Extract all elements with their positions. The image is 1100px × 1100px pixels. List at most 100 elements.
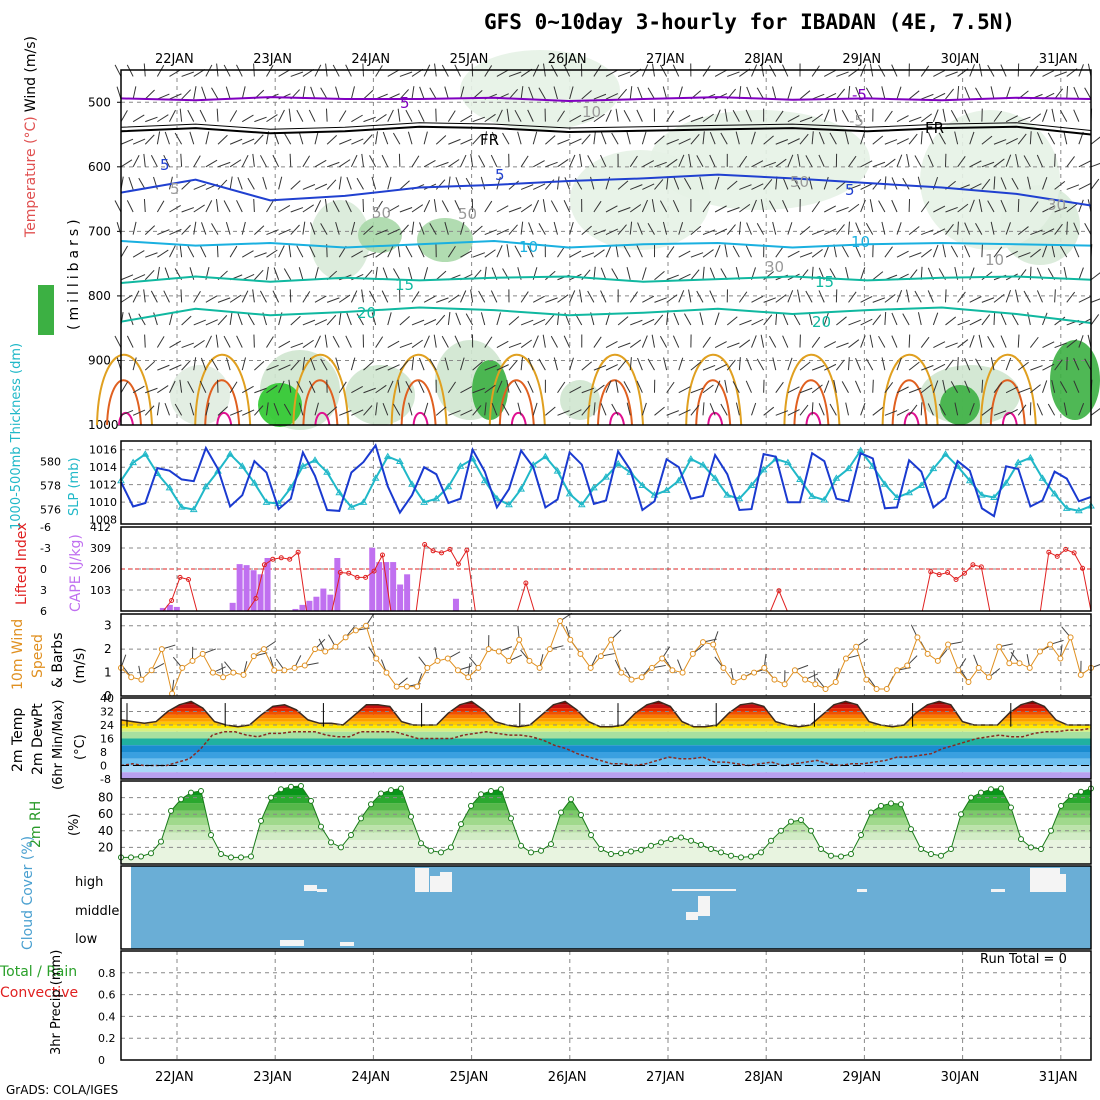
wind-barb — [1078, 183, 1091, 190]
wind-speed-marker — [434, 657, 441, 664]
wind-barb — [308, 245, 316, 258]
temp-tick-label: -8 — [100, 773, 111, 786]
wind-barb — [181, 315, 192, 326]
wind-speed-marker — [996, 643, 1003, 650]
rh-shading — [358, 217, 402, 253]
wind-barb — [872, 271, 884, 281]
wind-barb — [818, 403, 825, 416]
thickness-marker — [662, 486, 671, 493]
cloud-patch — [1058, 874, 1066, 892]
wind-barb — [987, 200, 995, 213]
wind-barb — [290, 342, 304, 349]
wind-barb — [793, 313, 801, 326]
wind-barb — [775, 410, 789, 416]
isotherm-label: 10 — [851, 233, 870, 251]
wind-barb — [205, 159, 218, 168]
wind-barb — [860, 318, 873, 326]
wind-barb — [605, 380, 612, 393]
x-bottom-label: 22JAN — [155, 1070, 194, 1085]
wind-barb — [593, 113, 605, 123]
wind-barb — [605, 109, 612, 122]
wind-barb — [302, 155, 311, 168]
rh-marker — [1058, 802, 1064, 809]
wind-barb — [278, 176, 283, 190]
wind-barb — [1059, 381, 1068, 393]
wind-barb — [375, 65, 383, 77]
wind-barb — [1005, 289, 1012, 303]
wind-barb — [491, 131, 498, 145]
wind-barb — [132, 274, 146, 281]
wind-barb — [581, 90, 592, 100]
wind-barb — [350, 357, 356, 371]
rh-marker — [128, 854, 134, 861]
wind-barb — [163, 290, 170, 303]
wind-barb — [254, 405, 264, 416]
wind-speed-marker — [638, 674, 645, 681]
isotherm-line--5 — [120, 96, 1092, 103]
wind-barb — [1047, 132, 1056, 145]
wind-barb — [799, 269, 809, 281]
wind-barb — [399, 89, 410, 100]
wind-barb — [502, 403, 510, 416]
precip-tick-label: 0.6 — [98, 989, 116, 1002]
wind-barb — [666, 311, 669, 325]
wind-barb — [629, 155, 638, 168]
wind-barb — [666, 381, 675, 394]
wind-barb — [193, 319, 206, 326]
rh-marker — [778, 827, 784, 834]
temp-ylabel: 2m Temp — [10, 708, 26, 772]
wind-barb — [799, 133, 809, 145]
wind-barb — [891, 312, 898, 326]
wind-barb — [423, 267, 429, 280]
wind-barb — [144, 269, 155, 281]
cloud-level-label: low — [75, 932, 98, 947]
thickness-marker — [577, 500, 586, 508]
wind-barb — [957, 203, 969, 213]
wind-barb — [363, 116, 376, 123]
li-tick-label: 0 — [40, 563, 47, 576]
wind-barb — [557, 110, 565, 122]
x-bottom-label: 25JAN — [450, 1070, 489, 1085]
wind-barb — [120, 381, 129, 393]
wind-barb — [169, 109, 176, 122]
wind-barb — [1054, 181, 1066, 190]
isotherm-label: 15 — [395, 276, 414, 294]
x-top-label: 23JAN — [253, 52, 292, 67]
wind-barb — [375, 249, 387, 258]
wind-speed-marker — [832, 678, 839, 685]
wind-barb — [138, 313, 146, 326]
wind-speed-marker — [904, 662, 911, 669]
isotherm-35-loop — [412, 411, 429, 426]
cloud-patch — [317, 889, 327, 892]
wind-speed-marker — [577, 650, 584, 657]
wind-speed-marker — [618, 669, 625, 676]
wind-barb — [169, 312, 174, 326]
wind-barb — [132, 155, 140, 168]
wind-barb — [714, 69, 727, 77]
wind-barb — [860, 335, 866, 348]
wind-barb — [484, 384, 496, 394]
wind-barb — [981, 379, 984, 393]
rh-marker — [1048, 827, 1054, 834]
rh-marker — [658, 839, 664, 846]
wind-barb — [709, 131, 716, 145]
wind-barb — [641, 131, 647, 145]
wind-barb — [138, 177, 146, 190]
wind-barb — [375, 200, 383, 213]
contour-label: 10 — [985, 251, 1004, 269]
panel-border-rh — [120, 780, 1092, 865]
wind-barb — [763, 314, 773, 326]
wind-barb — [720, 132, 728, 145]
wind-barb — [942, 108, 946, 122]
wind-speed-marker — [128, 674, 135, 681]
x-top-label: 29JAN — [842, 52, 881, 67]
wind-barb — [772, 357, 777, 371]
rh-shading — [472, 360, 508, 420]
rh-marker — [1028, 844, 1034, 851]
wind-barb — [896, 115, 909, 123]
contour-label: 50 — [458, 205, 477, 223]
wind-barb — [626, 402, 631, 416]
wind-barb — [201, 86, 207, 100]
wind-speed-marker — [751, 669, 758, 676]
x-top-label: 27JAN — [646, 52, 685, 67]
